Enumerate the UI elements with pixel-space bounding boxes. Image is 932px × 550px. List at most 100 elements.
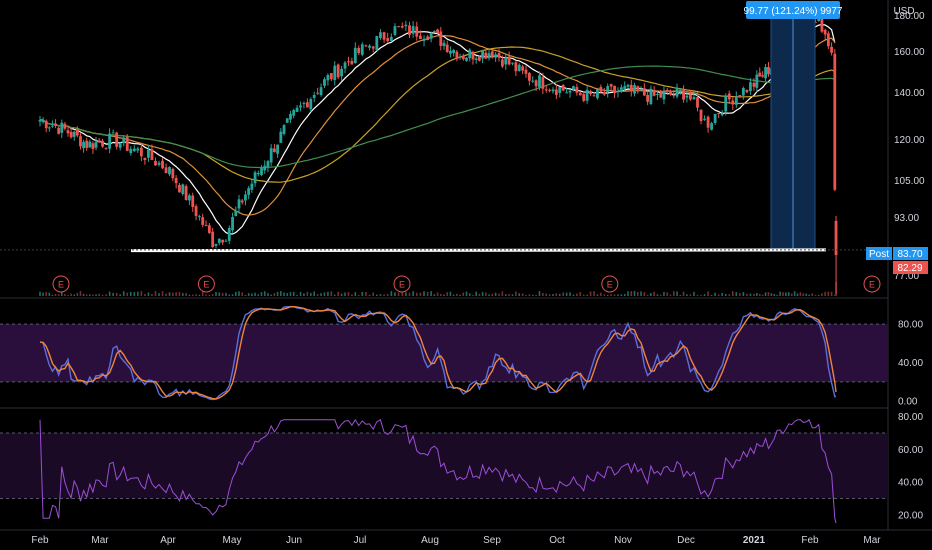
volume-bar	[390, 291, 393, 296]
candle-body	[551, 89, 555, 92]
volume-bar	[313, 291, 316, 296]
candle-body	[731, 100, 735, 105]
candle-body	[282, 125, 286, 134]
candle-body	[439, 31, 443, 46]
candle-body	[54, 123, 57, 126]
rsi-band	[0, 432, 888, 499]
volume-bar	[596, 294, 599, 296]
volume-bar	[630, 291, 633, 296]
volume-bar	[478, 293, 481, 296]
volume-bar	[280, 291, 282, 296]
time-axis[interactable]: Feb Mar Apr May Jun Jul Aug Sep Oct Nov Dec 2021 Feb…	[31, 535, 881, 546]
volume-bar	[617, 294, 619, 296]
candle-body	[94, 142, 98, 148]
volume-bar	[276, 291, 279, 296]
volume-bar	[158, 293, 160, 296]
volume-bar	[188, 294, 191, 296]
candle-body	[589, 91, 592, 95]
candle-body	[47, 127, 51, 129]
candle-body	[295, 107, 299, 112]
volume-bar	[244, 294, 247, 296]
volume-bar	[562, 292, 564, 296]
volume-bar	[119, 294, 122, 296]
volume-bar	[724, 293, 727, 296]
volume-bar	[693, 291, 695, 296]
volume-bar	[589, 291, 592, 296]
volume-bar	[710, 294, 713, 296]
volume-bar	[39, 291, 41, 296]
candle-body	[455, 51, 459, 59]
volume-bar	[511, 294, 514, 296]
candle-body	[256, 172, 260, 175]
support-line[interactable]	[0, 248, 888, 253]
volume-bar	[579, 292, 582, 296]
earnings-marker-label: E	[607, 280, 613, 290]
candle-body	[178, 184, 181, 193]
post-label-bg	[866, 247, 892, 260]
volume-bar	[613, 294, 616, 296]
moving-average-sma-orange	[39, 35, 836, 216]
candle-body	[524, 69, 528, 74]
volume-bar	[296, 294, 298, 296]
volume-bar	[462, 292, 465, 296]
price-tick-label: 140.00	[894, 88, 925, 99]
candle-body	[517, 64, 521, 71]
candle-body	[404, 24, 408, 27]
candle-body	[521, 66, 525, 71]
volume-bar	[122, 291, 125, 296]
volume-bar	[79, 291, 82, 296]
candle-body	[582, 94, 586, 101]
candle-body	[445, 44, 449, 53]
volume-bar	[247, 293, 250, 296]
candle-body	[240, 200, 244, 203]
candle-body	[108, 133, 112, 149]
earnings-marker-circle	[601, 275, 619, 293]
rsi-tick-label: 80.00	[898, 412, 923, 423]
volume-bar	[165, 293, 167, 296]
volume-bar	[656, 294, 659, 296]
candle-body	[738, 95, 742, 98]
volume-bar	[115, 292, 118, 296]
volume-bar	[555, 293, 558, 296]
volume-bar	[354, 292, 357, 296]
axis-badges: Post 83.70 82.29	[866, 247, 928, 274]
candle-body	[484, 52, 488, 59]
volume-bar	[140, 291, 143, 296]
volume-bar	[488, 294, 490, 296]
candle-body	[104, 147, 108, 149]
price-tick-label: 120.00	[894, 135, 925, 146]
volume-bar	[735, 292, 738, 296]
candle-body	[481, 50, 485, 59]
candle-body	[599, 86, 603, 92]
candle-body	[834, 220, 838, 256]
price-tick-label: 77.00	[894, 271, 919, 282]
volume-bar	[776, 294, 778, 296]
volume-bar	[292, 291, 295, 296]
candle-body	[585, 89, 589, 101]
axis-currency: USD	[893, 6, 914, 17]
candle-body	[572, 86, 575, 90]
candle-body	[717, 113, 721, 115]
candle-body	[234, 210, 238, 216]
volume-bar	[721, 293, 723, 296]
moving-average-sma-green	[39, 65, 836, 169]
volume-bar	[45, 292, 48, 296]
candle-body	[75, 129, 79, 136]
volume-bar	[586, 294, 588, 296]
volume-bar	[508, 293, 510, 296]
candle-body	[692, 97, 696, 100]
volume-bar	[205, 294, 207, 296]
candle-body	[364, 45, 368, 47]
candle-body	[833, 53, 837, 190]
candle-body	[665, 90, 669, 92]
candle-body	[497, 53, 501, 58]
volume-bar	[610, 294, 612, 296]
rsi-tick-label: 20.00	[898, 510, 923, 521]
volume-bar	[323, 292, 326, 296]
volume-bar	[481, 291, 484, 296]
candle-body	[292, 110, 296, 116]
candle-body	[490, 51, 494, 58]
measure-tool[interactable]: 99.77 (121.24%) 9977	[744, 1, 843, 251]
price-axis[interactable]: USD 180.00 160.00 140.00 120.00 105.00 93.00 7…	[893, 6, 925, 521]
candle-body	[85, 140, 89, 148]
